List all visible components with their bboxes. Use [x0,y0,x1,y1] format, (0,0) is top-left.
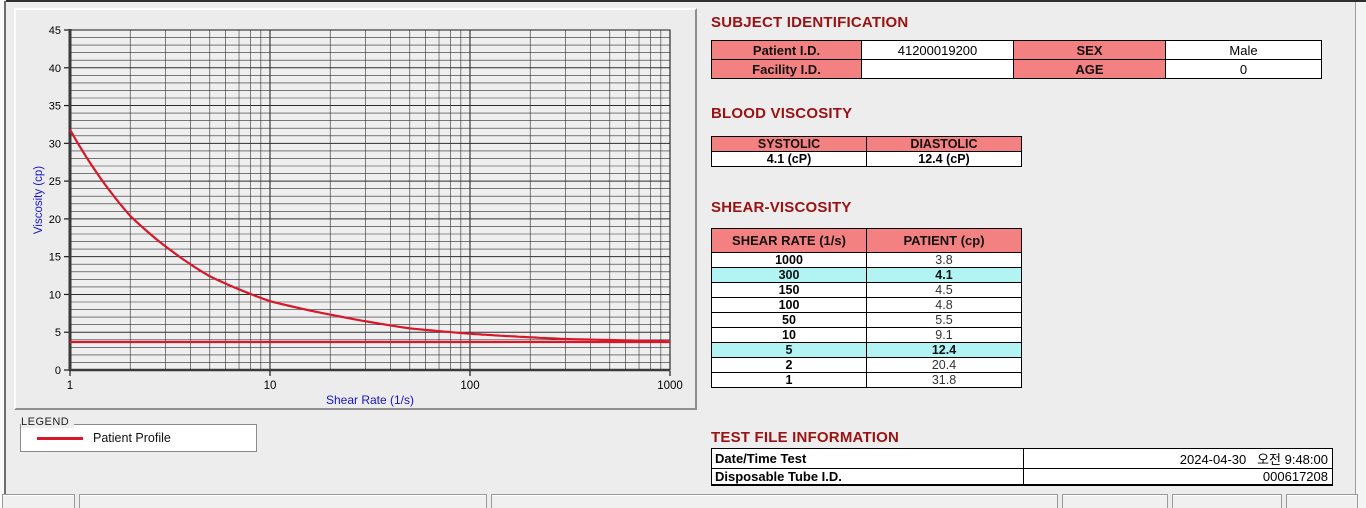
table-row: Disposable Tube I.D. 000617208 [711,468,1333,486]
patient-value-cell: 4.8 [866,297,1022,313]
patient-value-cell: 20.4 [866,357,1022,373]
svg-text:40: 40 [49,63,61,75]
table-row: Facility I.D. AGE 0 [711,59,1322,79]
blood-viscosity-table: SYSTOLIC DIASTOLIC 4.1 (cP) 12.4 (cP) [711,136,1022,167]
svg-text:Shear Rate (1/s): Shear Rate (1/s) [326,393,414,407]
patient-value-cell: 4.5 [866,282,1022,298]
diastolic-value: 12.4 (cP) [866,151,1022,167]
patient-value-cell: 31.8 [866,372,1022,388]
patient-id-label: Patient I.D. [711,40,862,60]
date-time-label: Date/Time Test [711,448,1024,469]
bottom-panel-fragment [1286,494,1358,508]
legend-entry-label: Patient Profile [93,431,171,445]
shear-rate-cell: 50 [711,312,867,328]
shear-row: 300 4.1 [711,267,1022,283]
svg-text:25: 25 [49,176,61,188]
patient-profile-line-swatch [37,436,83,440]
shear-rate-cell: 150 [711,282,867,298]
shear-row: 10 9.1 [711,327,1022,343]
shear-rate-column-header: SHEAR RATE (1/s) [711,228,867,253]
subject-identification-table: Patient I.D. 41200019200 SEX Male Facili… [711,40,1322,79]
shear-row: 5 12.4 [711,342,1022,358]
patient-value-cell: 12.4 [866,342,1022,358]
patient-column-header: PATIENT (cp) [866,228,1022,253]
window-right-edge [1355,2,1366,508]
shear-rate-cell: 10 [711,327,867,343]
test-file-information-heading: TEST FILE INFORMATION [711,429,900,446]
shear-row: 1000 3.8 [711,252,1022,268]
svg-text:35: 35 [49,101,61,113]
date-time-value: 2024-04-30 오전 9:48:00 [1023,448,1333,469]
bottom-panel-fragment [2,494,75,508]
svg-text:45: 45 [49,25,61,37]
systolic-value: 4.1 (cP) [711,151,867,167]
facility-id-value [861,59,1014,79]
sex-label: SEX [1013,40,1166,60]
shear-rate-cell: 2 [711,357,867,373]
shear-row: 100 4.8 [711,297,1022,313]
svg-text:0: 0 [55,365,61,377]
subject-identification-heading: SUBJECT IDENTIFICATION [711,14,909,31]
chart-legend: LEGEND Patient Profile [20,416,257,452]
age-label: AGE [1013,59,1166,79]
window-top-edge [6,0,1366,2]
svg-text:5: 5 [55,327,61,339]
bottom-panel-fragment [1172,494,1282,508]
blood-viscosity-heading: BLOOD VISCOSITY [711,105,853,122]
systolic-header: SYSTOLIC [711,136,867,152]
table-row: Date/Time Test 2024-04-30 오전 9:48:00 [711,448,1333,469]
table-row: Patient I.D. 41200019200 SEX Male [711,40,1322,60]
shear-rate-cell: 1 [711,372,867,388]
patient-value-cell: 4.1 [866,267,1022,283]
window-left-margin [0,0,4,508]
bottom-panel-fragment [1062,494,1168,508]
legend-entry: Patient Profile [21,425,256,451]
table-header-row: SHEAR RATE (1/s) PATIENT (cp) [711,228,1022,253]
shear-viscosity-heading: SHEAR-VISCOSITY [711,199,852,216]
bottom-panel-fragment [79,494,487,508]
svg-text:15: 15 [49,252,61,264]
svg-text:Viscosity (cp): Viscosity (cp) [33,166,45,234]
window-left-edge [4,1,6,508]
facility-id-label: Facility I.D. [711,59,862,79]
table-row: SYSTOLIC DIASTOLIC [711,136,1022,152]
shear-viscosity-chart-panel: 0 5 10 15 20 25 30 35 40 45 1 10 100 1000 Shear Rate (… [14,8,697,410]
table-row: 4.1 (cP) 12.4 (cP) [711,151,1022,167]
svg-text:100: 100 [460,380,479,392]
shear-row: 150 4.5 [711,282,1022,298]
svg-text:10: 10 [264,380,277,392]
test-file-information-table: Date/Time Test 2024-04-30 오전 9:48:00 Dis… [711,448,1333,486]
svg-text:20: 20 [49,214,61,226]
diastolic-header: DIASTOLIC [866,136,1022,152]
tube-id-label: Disposable Tube I.D. [711,468,1024,486]
shear-rate-cell: 300 [711,267,867,283]
svg-text:1000: 1000 [657,380,683,392]
patient-value-cell: 5.5 [866,312,1022,328]
svg-text:30: 30 [49,138,61,150]
shear-rate-cell: 1000 [711,252,867,268]
patient-value-cell: 3.8 [866,252,1022,268]
bottom-panel-fragment [491,494,1058,508]
svg-text:10: 10 [49,289,61,301]
shear-viscosity-chart: 0 5 10 15 20 25 30 35 40 45 1 10 100 1000 Shear Rate (… [33,25,683,407]
tube-id-value: 000617208 [1023,468,1333,486]
shear-rate-cell: 5 [711,342,867,358]
shear-row: 2 20.4 [711,357,1022,373]
shear-row: 1 31.8 [711,372,1022,388]
shear-viscosity-table: SHEAR RATE (1/s) PATIENT (cp) 1000 3.8 30… [711,228,1022,388]
sex-value: Male [1165,40,1322,60]
age-value: 0 [1165,59,1322,79]
legend-title: LEGEND [21,416,75,428]
patient-value-cell: 9.1 [866,327,1022,343]
shear-row: 50 5.5 [711,312,1022,328]
svg-text:1: 1 [67,380,73,392]
patient-id-value: 41200019200 [861,40,1014,60]
shear-rate-cell: 100 [711,297,867,313]
